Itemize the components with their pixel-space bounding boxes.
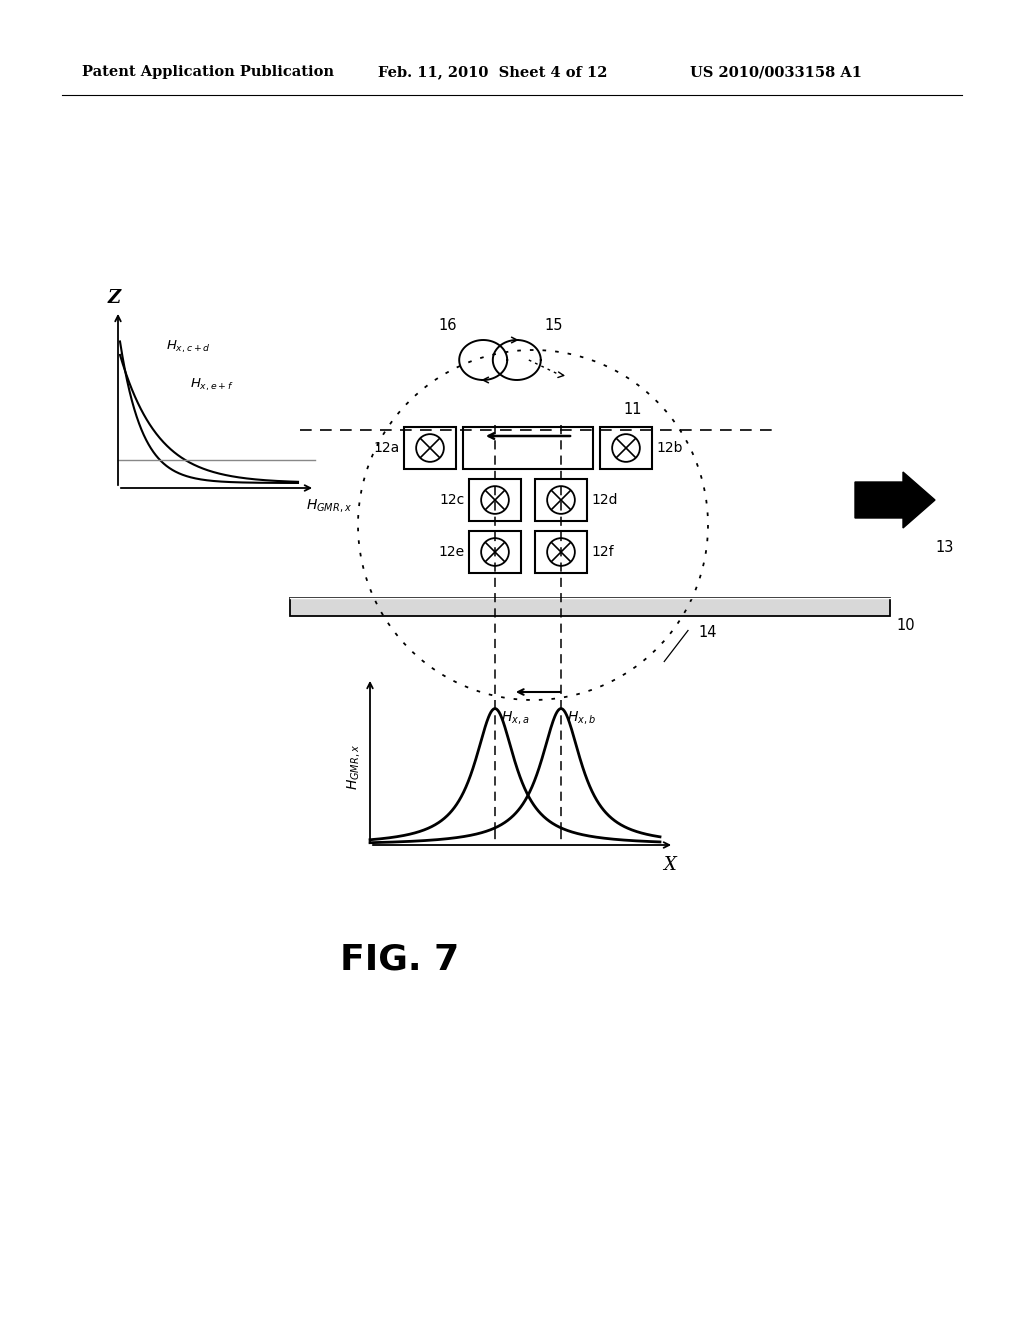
Text: $H_{x,a}$: $H_{x,a}$ bbox=[501, 709, 529, 726]
Text: 15: 15 bbox=[545, 318, 563, 334]
Bar bbox=[463, 426, 593, 469]
Bar bbox=[600, 426, 652, 469]
Text: 14: 14 bbox=[698, 624, 717, 640]
Text: X: X bbox=[664, 855, 677, 874]
Text: 10: 10 bbox=[896, 618, 914, 634]
Text: $H_{GMR,x}$: $H_{GMR,x}$ bbox=[345, 744, 362, 791]
Text: 11: 11 bbox=[624, 401, 642, 417]
Text: 12b: 12b bbox=[656, 441, 683, 455]
Text: US 2010/0033158 A1: US 2010/0033158 A1 bbox=[690, 65, 862, 79]
Text: 12c: 12c bbox=[439, 492, 465, 507]
Text: 12d: 12d bbox=[591, 492, 617, 507]
Text: Z: Z bbox=[108, 289, 121, 308]
Bar bbox=[404, 426, 456, 469]
FancyArrow shape bbox=[855, 473, 935, 528]
Text: Feb. 11, 2010  Sheet 4 of 12: Feb. 11, 2010 Sheet 4 of 12 bbox=[378, 65, 607, 79]
Bar bbox=[290, 598, 890, 616]
Bar bbox=[535, 531, 587, 573]
Text: $H_{GMR,x}$: $H_{GMR,x}$ bbox=[306, 498, 352, 515]
Text: FIG. 7: FIG. 7 bbox=[340, 942, 460, 977]
Bar bbox=[469, 531, 521, 573]
Text: 16: 16 bbox=[438, 318, 457, 334]
Text: 12a: 12a bbox=[374, 441, 400, 455]
Text: 12f: 12f bbox=[591, 545, 613, 558]
Bar bbox=[469, 479, 521, 521]
Text: 12e: 12e bbox=[439, 545, 465, 558]
Text: Patent Application Publication: Patent Application Publication bbox=[82, 65, 334, 79]
Text: 13: 13 bbox=[936, 540, 954, 556]
Text: $H_{x,b}$: $H_{x,b}$ bbox=[567, 709, 596, 726]
Bar bbox=[535, 479, 587, 521]
Text: $H_{x,c+d}$: $H_{x,c+d}$ bbox=[166, 339, 211, 355]
Text: $H_{x,e+f}$: $H_{x,e+f}$ bbox=[190, 376, 233, 393]
